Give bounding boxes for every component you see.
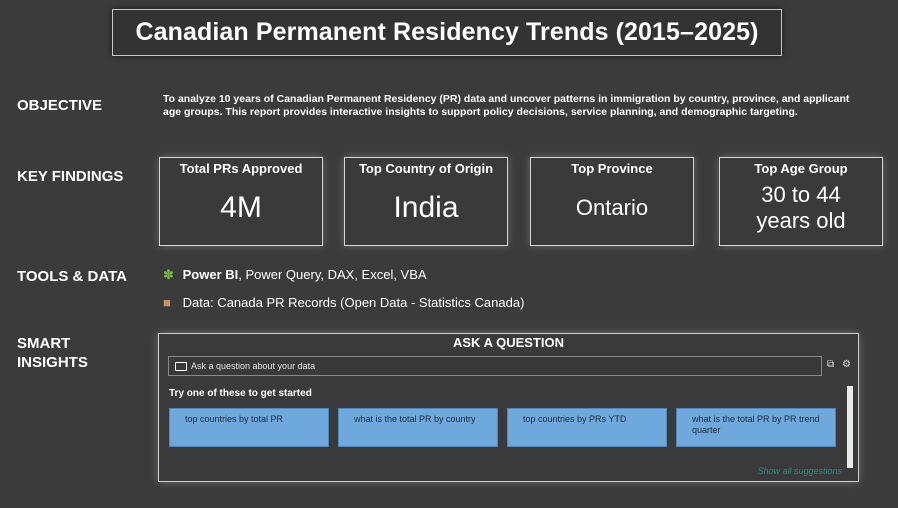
qa-visual: ASK A QUESTION Ask a question about your… xyxy=(158,333,859,482)
qa-header: ASK A QUESTION xyxy=(453,335,564,350)
suggestion-button[interactable]: what is the total PR by PR trend quarter xyxy=(676,408,836,447)
data-source-text: Data: Canada PR Records (Open Data - Sta… xyxy=(182,295,525,310)
kpi-value: Ontario xyxy=(575,195,649,220)
kpi-title: Top Country of Origin xyxy=(358,161,494,176)
kpi-value: 4M xyxy=(220,191,262,224)
key-findings-label: KEY FINDINGS xyxy=(17,168,124,185)
suggestion-button[interactable]: what is the total PR by country xyxy=(338,408,498,447)
kpi-value: India xyxy=(393,191,459,224)
tools-data-label: TOOLS & DATA xyxy=(17,268,127,285)
title-banner: Canadian Permanent Residency Trends (201… xyxy=(112,9,782,56)
smart-insights-line2: INSIGHTS xyxy=(17,354,88,371)
gear-icon[interactable]: ⚙ xyxy=(842,359,851,370)
objective-label: OBJECTIVE xyxy=(17,97,103,114)
kpi-card-total-prs: Total PRs Approved 4M xyxy=(159,157,323,246)
suggestion-button[interactable]: top countries by total PR xyxy=(169,408,329,447)
puzzle-piece-icon: ✽ xyxy=(163,267,174,282)
qa-placeholder: Ask a question about your data xyxy=(191,361,316,371)
scrollbar[interactable] xyxy=(847,386,853,468)
kpi-card-top-country: Top Country of Origin India xyxy=(344,157,508,246)
kpi-card-top-province: Top Province Ontario xyxy=(530,157,694,246)
kpi-title: Total PRs Approved xyxy=(179,161,303,176)
tools-bold: Power BI xyxy=(182,267,239,282)
package-icon: ■ xyxy=(163,295,171,310)
kpi-card-top-age-group: Top Age Group 30 to 44 years old xyxy=(719,157,883,246)
page-title: Canadian Permanent Residency Trends (201… xyxy=(135,18,759,46)
qa-try-label: Try one of these to get started xyxy=(169,388,312,399)
tools-rest: , Power Query, DAX, Excel, VBA xyxy=(238,267,427,282)
objective-text: To analyze 10 years of Canadian Permanen… xyxy=(163,93,850,118)
tools-line: ✽ Power BI, Power Query, DAX, Excel, VBA xyxy=(163,267,427,283)
kpi-title: Top Province xyxy=(571,161,653,176)
kpi-value: 30 to 44 years old xyxy=(756,182,846,233)
suggestion-button[interactable]: top countries by PRs YTD xyxy=(507,408,667,447)
qa-search-input[interactable]: Ask a question about your data xyxy=(168,356,822,376)
smart-insights-line1: SMART xyxy=(17,335,71,352)
show-all-suggestions-link[interactable]: Show all suggestions xyxy=(757,466,842,476)
kpi-title: Top Age Group xyxy=(754,161,848,176)
data-line: ■ Data: Canada PR Records (Open Data - S… xyxy=(163,295,524,310)
smart-insights-label: SMART INSIGHTS xyxy=(17,334,88,372)
chat-icon xyxy=(175,361,187,371)
copy-icon[interactable]: ⧉ xyxy=(827,359,835,370)
